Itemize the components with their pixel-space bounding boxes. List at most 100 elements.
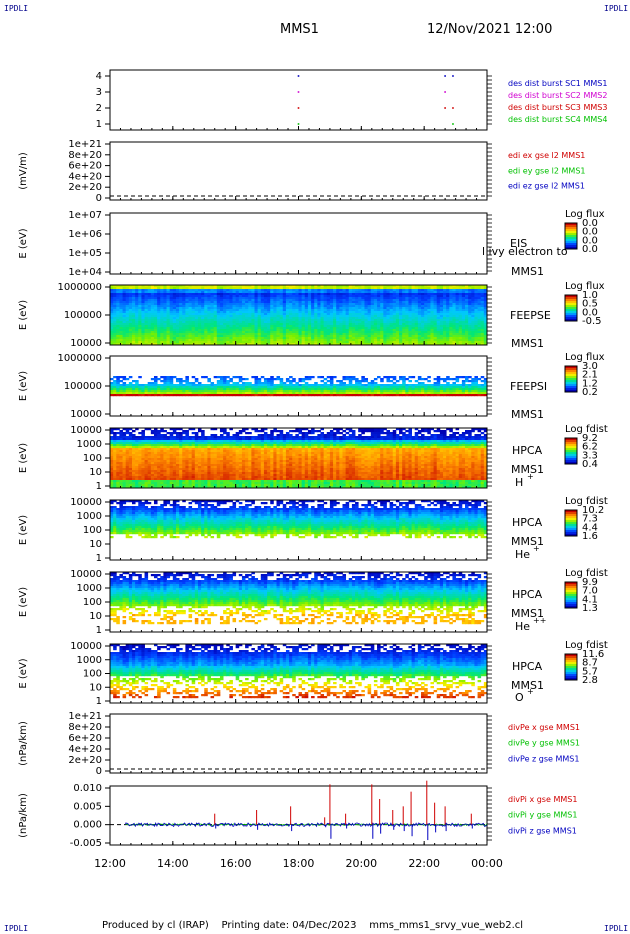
- xtick-label-6: 00:00: [471, 857, 503, 870]
- footer-produced-by: Produced by cl (IRAP): [102, 920, 209, 931]
- legend-divpi-1: divPi y gse MMS1: [508, 811, 577, 820]
- ylabel-eis: E (eV): [18, 228, 29, 258]
- colorbar-tick-feepsi-3: 0.2: [582, 387, 598, 398]
- ytick-label-feepse-2: 10000: [70, 338, 102, 349]
- spectrogram-feepse: [110, 285, 487, 345]
- ytick-label-hpca_hepp-2: 100: [83, 597, 102, 608]
- legend-divpe-1: divPe y gse MMS1: [508, 739, 580, 748]
- ytick-label-feepsi-1: 100000: [64, 381, 102, 392]
- species-charge-hpca_hepp: ++: [533, 616, 546, 625]
- ylabel-hpca_o: E (eV): [18, 658, 29, 688]
- ytick-label-hpca_he-1: 1000: [77, 511, 102, 522]
- ytick-label-hpca_h-0: 10000: [70, 425, 102, 436]
- ytick-label-edp-1: 8e+20: [68, 150, 102, 161]
- instrument-label-feepsi: FEEPSI: [510, 380, 547, 393]
- spectrogram-hpca_o: [110, 644, 487, 698]
- ytick-label-edp-3: 4e+20: [68, 171, 102, 182]
- ytick-label-divpi-0: 0.010: [73, 783, 102, 794]
- spectrogram-hpca_hepp: [110, 572, 487, 624]
- ylabel-hpca_h: E (eV): [18, 443, 29, 473]
- ylabel-feepsi: E (eV): [18, 371, 29, 401]
- ytick-label-hpca_hepp-1: 1000: [77, 583, 102, 594]
- ytick-label-burst-0: 4: [96, 71, 102, 82]
- legend-burst-0: des dist burst SC1 MMS1: [508, 79, 607, 88]
- ytick-label-burst-3: 1: [96, 119, 102, 130]
- instrument-label-hpca_h: HPCA: [512, 444, 543, 457]
- legend-edp-2: edi ez gse l2 MMS1: [508, 182, 585, 191]
- frame-eis: [110, 213, 487, 274]
- ytick-label-hpca_o-3: 10: [89, 682, 102, 693]
- ytick-label-hpca_h-1: 1000: [77, 439, 102, 450]
- footer-filename: mms_mms1_srvy_vue_web2.cl: [369, 920, 523, 931]
- ylabel-hpca_he: E (eV): [18, 515, 29, 545]
- ytick-label-divpe-3: 4e+20: [68, 744, 102, 755]
- species-charge-hpca_he: +: [533, 544, 540, 553]
- ytick-label-hpca_hepp-3: 10: [89, 611, 102, 622]
- legend-divpe-0: divPe x gse MMS1: [508, 723, 580, 732]
- ytick-label-divpe-0: 1e+21: [68, 711, 102, 722]
- ylabel-feepse: E (eV): [18, 300, 29, 330]
- summary-plot: 4321des dist burst SC1 MMS1des dist burs…: [0, 0, 630, 934]
- ytick-label-divpe-5: 0: [96, 766, 102, 777]
- ytick-label-hpca_h-4: 1: [96, 481, 102, 492]
- ytick-label-feepsi-0: 1000000: [57, 353, 102, 364]
- colorbar-tick-eis-3: 0.0: [582, 244, 598, 255]
- species-hpca_o: O: [515, 691, 524, 704]
- legend-divpe-2: divPe z gse MMS1: [508, 754, 579, 763]
- ytick-label-eis-2: 1e+05: [68, 248, 102, 259]
- spectrogram-hpca_h: [110, 428, 487, 488]
- ytick-label-eis-0: 1e+07: [68, 210, 102, 221]
- ytick-label-edp-5: 0: [96, 193, 102, 204]
- legend-edp-1: edi ey gse l2 MMS1: [508, 166, 586, 175]
- ytick-label-feepsi-2: 10000: [70, 409, 102, 420]
- instrument-sub-eis: MMS1: [511, 265, 544, 278]
- footer: Produced by cl (IRAP) Printing date: 04/…: [102, 920, 523, 931]
- species-charge-hpca_h: +: [527, 472, 534, 481]
- burst-marker-9: [452, 123, 454, 125]
- ytick-label-hpca_he-4: 1: [96, 553, 102, 564]
- xtick-label-3: 18:00: [283, 857, 315, 870]
- spectrogram-hpca_he: [110, 500, 487, 538]
- burst-marker-7: [452, 75, 454, 77]
- legend-burst-1: des dist burst SC2 MMS2: [508, 91, 607, 100]
- ytick-label-hpca_hepp-4: 1: [96, 625, 102, 636]
- overlay-text-eis: l ivy electron to: [482, 245, 568, 258]
- ytick-label-eis-3: 1e+04: [68, 267, 102, 278]
- ytick-label-hpca_o-4: 1: [96, 696, 102, 707]
- ytick-label-hpca_he-2: 100: [83, 525, 102, 536]
- burst-marker-3: [298, 123, 300, 125]
- burst-marker-4: [444, 75, 446, 77]
- instrument-label-hpca_he: HPCA: [512, 516, 543, 529]
- ytick-label-divpe-4: 2e+20: [68, 755, 102, 766]
- instrument-label-feepse: FEEPSE: [510, 309, 551, 322]
- ytick-label-burst-1: 3: [96, 87, 102, 98]
- ytick-label-hpca_o-1: 1000: [77, 655, 102, 666]
- ytick-label-divpe-2: 6e+20: [68, 733, 102, 744]
- colorbar-tick-feepse-3: -0.5: [582, 316, 602, 327]
- burst-marker-1: [298, 91, 300, 93]
- colorbar-tick-hpca_he-3: 1.6: [582, 531, 598, 542]
- ytick-label-feepse-0: 1000000: [57, 282, 102, 293]
- burst-marker-2: [298, 107, 300, 109]
- frame-edp: [110, 142, 487, 200]
- burst-marker-8: [452, 107, 454, 109]
- xtick-label-4: 20:00: [345, 857, 377, 870]
- frame-divpi: [110, 786, 487, 845]
- ylabel-hpca_hepp: E (eV): [18, 587, 29, 617]
- colorbar-tick-hpca_h-3: 0.4: [582, 459, 598, 470]
- xtick-label-5: 22:00: [408, 857, 440, 870]
- colorbar-tick-hpca_o-3: 2.8: [582, 675, 598, 686]
- frame-divpe: [110, 714, 487, 773]
- ytick-label-hpca_o-0: 10000: [70, 641, 102, 652]
- ytick-label-hpca_he-0: 10000: [70, 497, 102, 508]
- ytick-label-hpca_he-3: 10: [89, 539, 102, 550]
- instrument-label-hpca_hepp: HPCA: [512, 588, 543, 601]
- species-hpca_he: He: [515, 548, 530, 561]
- instrument-label-hpca_o: HPCA: [512, 660, 543, 673]
- xtick-label-1: 14:00: [157, 857, 189, 870]
- xtick-label-2: 16:00: [220, 857, 252, 870]
- species-charge-hpca_o: +: [527, 687, 534, 696]
- footer-printing-date: Printing date: 04/Dec/2023: [222, 920, 357, 931]
- xtick-label-0: 12:00: [94, 857, 126, 870]
- burst-marker-6: [444, 107, 446, 109]
